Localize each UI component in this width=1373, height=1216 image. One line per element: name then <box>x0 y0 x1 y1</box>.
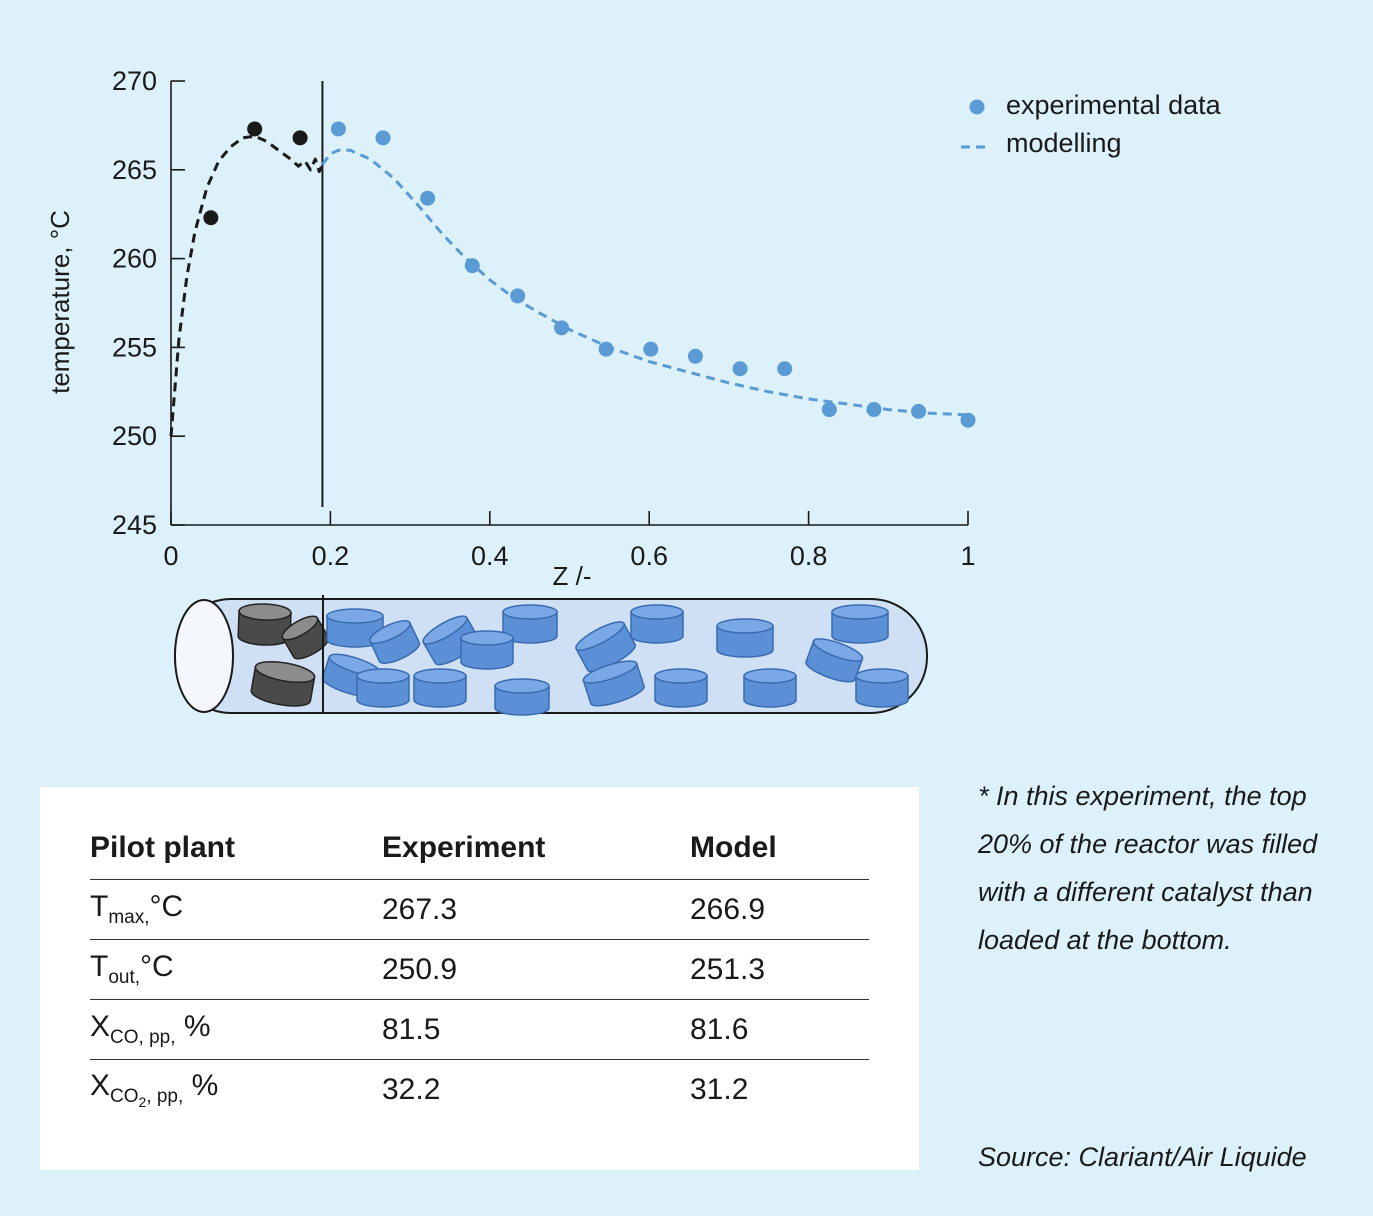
ticks: 245 250 255 260 265 270 0 0.2 0.4 0.6 0.8 1 <box>112 66 976 571</box>
experimental-data-point <box>598 341 614 357</box>
experiment-value: 81.5 <box>382 999 690 1060</box>
experiment-value: 267.3 <box>382 879 690 940</box>
comparison-table-panel: Pilot plant Experiment Model Tmax,°C 267… <box>40 787 919 1170</box>
table-row: Tout,°C 250.9 251.3 <box>90 939 869 1000</box>
temperature-profile-chart: 245 250 255 260 265 270 0 0.2 0.4 0.6 0.8 1 tempera… <box>45 66 1222 716</box>
footnote: * In this experiment, the top 20% of the… <box>978 781 1318 955</box>
experiment-value: 32.2 <box>382 1072 441 1106</box>
experimental-data-point <box>821 402 837 418</box>
experimental-data-point <box>687 348 703 364</box>
y-axis-title: temperature, °C <box>45 210 75 394</box>
y-tick-label: 250 <box>112 421 157 451</box>
experimental-data-point <box>554 320 570 336</box>
model-value: 251.3 <box>690 939 869 1000</box>
y-tick-label: 265 <box>112 155 157 185</box>
experiment-value: 250.9 <box>382 939 690 1000</box>
experimental-data-point <box>777 361 793 377</box>
legend-label-modelling: modelling <box>1006 128 1122 158</box>
source-credit: Source: Clariant/Air Liquide <box>978 1142 1307 1172</box>
x-tick-label: 0.6 <box>630 541 668 571</box>
model-value: 31.2 <box>690 1072 749 1106</box>
y-tick-label: 260 <box>112 244 157 274</box>
experimental-data-point <box>643 341 659 357</box>
header-model: Model <box>690 817 869 880</box>
row-label: XCO2, pp, % <box>90 1069 219 1110</box>
top-catalyst-pellets <box>237 603 330 707</box>
experimental-data-point <box>911 403 927 419</box>
header-pilot-plant: Pilot plant <box>90 817 382 880</box>
legend-label-experimental: experimental data <box>1006 90 1222 120</box>
y-tick-label: 255 <box>112 332 157 362</box>
y-tick-label: 270 <box>112 66 157 96</box>
bottom-catalyst-pellets <box>321 604 909 716</box>
x-axis-title: Z /- <box>553 561 592 591</box>
experimental-data-point <box>330 121 346 137</box>
experimental-data-point <box>510 288 526 304</box>
experimental-data-point <box>420 190 436 206</box>
experimental-data-point <box>292 130 308 146</box>
experimental-data-point <box>247 121 263 137</box>
row-label: Tout,°C <box>90 939 382 1000</box>
x-tick-label: 1 <box>960 541 975 571</box>
experimental-data-point <box>960 412 976 428</box>
table-row: XCO2, pp, % 32.2 31.2 <box>90 1060 869 1120</box>
x-tick-label: 0.4 <box>471 541 509 571</box>
experimental-data-point <box>203 210 219 226</box>
row-label: Tmax,°C <box>90 879 382 940</box>
experimental-data-point <box>375 130 391 146</box>
comparison-table: Pilot plant Experiment Model Tmax,°C 267… <box>90 817 869 1119</box>
axes <box>170 81 968 526</box>
experimental-data-point <box>464 258 480 274</box>
y-tick-label: 245 <box>112 510 157 540</box>
experimental-data-point <box>866 402 882 418</box>
modelling-line <box>169 134 324 437</box>
row-label: XCO, pp, % <box>90 999 382 1060</box>
x-tick-label: 0.8 <box>790 541 828 571</box>
model-value: 81.6 <box>690 999 869 1060</box>
table-header-row: Pilot plant Experiment Model <box>90 817 869 880</box>
reactor-tube-illustration <box>174 595 928 716</box>
table-row: XCO, pp, % 81.5 81.6 <box>90 999 869 1060</box>
x-tick-label: 0.2 <box>312 541 350 571</box>
table-row: Tmax,°C 267.3 266.9 <box>90 879 869 940</box>
reactor-tube-opening <box>174 599 234 713</box>
legend: experimental data modelling <box>961 90 1222 158</box>
legend-marker-experimental <box>969 99 985 115</box>
x-tick-label: 0 <box>163 541 178 571</box>
series-layer <box>169 121 976 437</box>
experimental-data-point <box>732 361 748 377</box>
model-value: 266.9 <box>690 879 869 940</box>
modelling-line <box>321 148 969 417</box>
header-experiment: Experiment <box>382 817 690 880</box>
